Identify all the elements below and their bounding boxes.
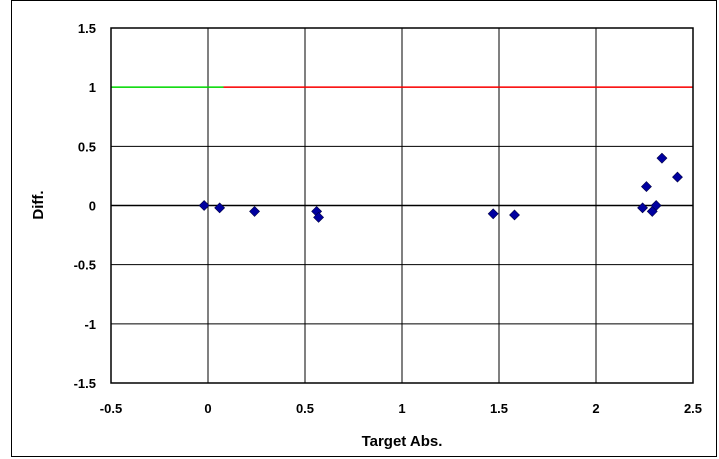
data-point-diamond [249,205,260,217]
plot-border [110,27,694,384]
data-point-diamond [641,181,652,192]
data-point-diamond [313,211,325,223]
x-tick-label: 0 [204,401,211,416]
y-tick-label: 0.5 [78,139,96,154]
y-axis-tick-labels: -1.5 -1 -0.5 0 0.5 1 1.5 [74,21,96,391]
data-point-diamond [650,200,662,211]
y-tick-label: 1 [89,80,96,95]
x-axis-tick-labels: -0.5 0 0.5 1 1.5 2 2.5 [100,401,702,416]
x-axis-label: Target Abs. [362,433,443,450]
data-point-diamond [637,202,648,214]
data-point-diamond [214,202,226,214]
data-point-diamond [487,208,499,220]
data-point-diamond [509,209,520,221]
x-tick-label: 1.5 [490,401,508,416]
y-tick-label: 0 [89,199,96,214]
x-tick-label: 2.5 [684,401,702,416]
y-axis-label: Diff. [30,190,47,219]
data-points [198,152,683,223]
data-point-diamond [656,152,668,164]
data-point-diamond [198,200,210,211]
x-tick-label: -0.5 [100,401,122,416]
y-tick-label: -1 [84,317,96,332]
x-tick-label: 2 [592,401,599,416]
y-tick-label: 1.5 [78,21,96,36]
y-tick-label: -0.5 [74,258,96,273]
x-tick-label: 0.5 [296,401,314,416]
data-point-diamond [672,171,683,183]
y-tick-label: -1.5 [74,376,96,391]
x-tick-label: 1 [398,401,405,416]
